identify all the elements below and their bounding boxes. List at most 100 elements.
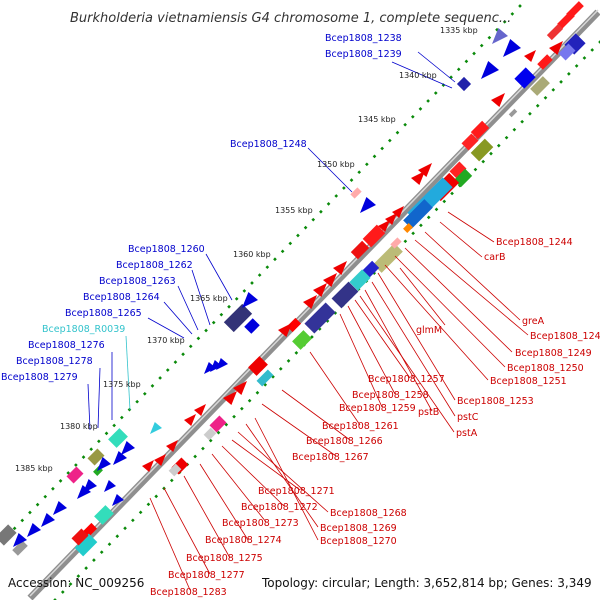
gene-label[interactable]: Bcep1808_1259	[339, 403, 416, 414]
gene-block	[203, 427, 217, 441]
guide-dot	[107, 542, 112, 547]
leader-line	[87, 383, 91, 431]
gene-label[interactable]: Bcep1808_1258	[352, 390, 429, 401]
guide-dot	[115, 534, 120, 539]
guide-dot	[240, 406, 244, 411]
guide-dot	[286, 359, 291, 363]
gene-label[interactable]: Bcep1808_1262	[116, 260, 193, 271]
gene-block	[558, 43, 576, 61]
map-title: Burkholderia vietnamiensis G4 chromosome…	[70, 11, 511, 26]
guide-dot	[150, 384, 155, 388]
guide-dot	[473, 167, 478, 172]
gene-block	[66, 466, 84, 484]
guide-dot	[20, 518, 25, 523]
gene-label[interactable]: pstA	[456, 428, 478, 439]
leader-line	[384, 264, 489, 381]
gene-label[interactable]: Bcep1808_1265	[65, 308, 142, 319]
gene-label[interactable]: Bcep1808_1275	[186, 553, 263, 564]
gene-label[interactable]: Bcep1808_1263	[99, 276, 176, 287]
gene-label[interactable]: Bcep1808_1238	[325, 33, 402, 44]
gene-block	[292, 330, 312, 350]
gene-label[interactable]: carB	[484, 252, 505, 263]
gene-label[interactable]: Bcep1808_1251	[490, 376, 567, 387]
guide-dot	[418, 107, 423, 111]
guide-dot	[232, 414, 236, 419]
gene-block	[470, 120, 490, 140]
gene-label[interactable]: Bcep1808_1276	[28, 340, 105, 351]
guide-dot	[357, 170, 362, 175]
gene-block	[286, 317, 302, 333]
guide-dot	[395, 130, 400, 135]
gene-label[interactable]: Bcep1808_1271	[258, 486, 335, 497]
gene-label[interactable]: Bcep1808_1249	[515, 348, 592, 359]
gene-label[interactable]: Bcep1808_1278	[16, 356, 93, 367]
gene-label[interactable]: Bcep1808_1261	[322, 421, 399, 432]
guide-dot	[247, 398, 252, 403]
leader-line	[245, 423, 319, 528]
gene-arrow	[549, 41, 563, 55]
guide-dot	[99, 550, 104, 555]
guide-dot	[142, 391, 147, 396]
gene-block	[331, 281, 359, 309]
gene-label[interactable]: Bcep1808_1283	[150, 587, 227, 598]
tick-labels: 1335 kbp 1340 kbp 1345 kbp 1350 kbp 1355…	[15, 26, 478, 473]
gene-label[interactable]: pstB	[418, 407, 439, 418]
tick-label: 1385 kbp	[15, 464, 53, 473]
gene-label[interactable]: greA	[522, 316, 545, 327]
gene-label[interactable]: Bcep1808_1260	[128, 244, 205, 255]
reverse-gene-labels: Bcep1808_1244 carB greA Bcep1808_1247 gl…	[150, 237, 600, 598]
tick-label: 1335 kbp	[440, 26, 478, 35]
guide-dot	[387, 138, 392, 143]
guide-dot	[479, 43, 484, 48]
gene-label[interactable]: Bcep1808_1264	[83, 292, 160, 303]
guide-dot	[219, 312, 224, 317]
gene-block	[87, 448, 105, 466]
guide-dot	[567, 72, 571, 76]
gene-label[interactable]: Bcep1808_1239	[325, 49, 402, 60]
gene-block	[209, 415, 227, 433]
gene-label[interactable]: pstC	[457, 412, 479, 423]
leader-line	[359, 295, 455, 433]
guide-dot	[426, 215, 431, 220]
gene-block	[12, 540, 28, 556]
guide-dot	[326, 202, 331, 206]
gene-label[interactable]: Bcep1808_1273	[222, 518, 299, 529]
gene-label[interactable]: Bcep1808_1253	[457, 396, 534, 407]
gene-arrow	[142, 460, 154, 472]
gene-arrow	[184, 414, 196, 426]
gene-label[interactable]: Bcep1808_1272	[241, 502, 318, 513]
guide-dot	[135, 399, 139, 404]
guide-dot	[201, 446, 205, 451]
leader-line	[125, 335, 131, 411]
gene-label[interactable]: Bcep1808_1277	[168, 570, 245, 581]
gene-label[interactable]: Bcep1808_1267	[292, 452, 369, 463]
leader-line	[391, 61, 453, 89]
gene-block	[71, 528, 89, 546]
gene-label[interactable]: glmM	[416, 325, 442, 336]
guide-dot	[257, 273, 262, 277]
gene-arrow	[154, 454, 166, 466]
gene-block	[82, 522, 98, 538]
gene-label[interactable]: Bcep1808_1270	[320, 536, 397, 547]
guide-dot	[450, 191, 454, 196]
gene-label[interactable]: Bcep1808_1279	[1, 372, 78, 383]
gene-label[interactable]: Bcep1808_1274	[205, 535, 282, 546]
gene-arrow	[333, 261, 347, 275]
guide-dot	[456, 67, 461, 72]
gene-block	[557, 11, 575, 29]
guide-dot	[582, 56, 587, 60]
guide-dot	[234, 296, 239, 301]
gene-label[interactable]: Bcep1808_1250	[507, 363, 584, 374]
gene-label[interactable]: Bcep1808_1248	[230, 139, 307, 150]
guide-dot	[288, 241, 293, 246]
gene-arrow	[113, 451, 127, 465]
gene-label[interactable]: Bcep1808_1247	[530, 331, 600, 342]
rna-label[interactable]: Bcep1808_R0039	[42, 324, 125, 335]
gene-label[interactable]: Bcep1808_1244	[496, 237, 573, 248]
guide-dot	[146, 502, 151, 507]
gene-label[interactable]: Bcep1808_1269	[320, 523, 397, 534]
gene-label[interactable]: Bcep1808_1257	[368, 374, 445, 385]
gene-label[interactable]: Bcep1808_1266	[306, 436, 383, 447]
chromosome-backbone-highlight	[29, 9, 599, 597]
gene-label[interactable]: Bcep1808_1268	[330, 508, 407, 519]
